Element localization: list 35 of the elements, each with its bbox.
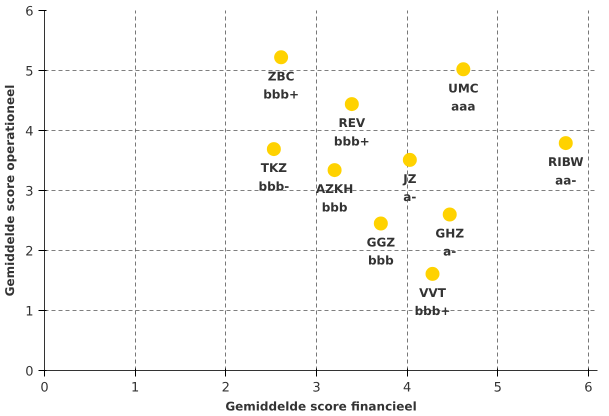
annotation: TKZ bbb- — [258, 161, 290, 194]
point — [266, 142, 281, 156]
x-tick-label: 1 — [131, 380, 140, 396]
annotation: AZKH bbb — [316, 182, 354, 214]
annotation: RIBW aa- — [548, 155, 584, 188]
point — [402, 152, 417, 167]
annotation: GGZ bbb — [366, 236, 396, 268]
x-tick-label: 0 — [40, 380, 49, 396]
x-axis-title: Gemiddelde score financieel — [225, 400, 417, 414]
y-tick-label: 6 — [25, 4, 34, 20]
point — [558, 136, 573, 150]
annotation: ZBC bbb+ — [263, 69, 300, 102]
y-tick-label: 2 — [25, 244, 34, 260]
point — [456, 62, 470, 76]
point — [426, 266, 440, 281]
y-tick-label: 3 — [25, 184, 34, 200]
point — [442, 208, 457, 222]
x-tick-label: 3 — [312, 380, 321, 396]
x-tick-label: 5 — [494, 380, 502, 396]
point — [374, 216, 388, 230]
point — [328, 163, 342, 178]
point — [344, 97, 359, 112]
y-tick-label: 4 — [25, 124, 34, 140]
y-axis-title: Gemiddelde score operationeel — [3, 84, 18, 296]
x-tick-label: 6 — [584, 380, 593, 396]
annotation: UMC aaa — [448, 81, 479, 114]
point — [274, 50, 288, 64]
x-tick-label: 2 — [222, 380, 230, 396]
y-tick-label: 0 — [25, 364, 34, 380]
y-tick-label: 5 — [25, 64, 34, 80]
y-tick-label: 1 — [25, 304, 34, 320]
annotation: REV bbb+ — [334, 116, 370, 148]
annotation: VVT bbb+ — [414, 286, 450, 318]
x-tick-label: 4 — [402, 380, 412, 396]
annotation: JZ a- — [402, 172, 417, 204]
